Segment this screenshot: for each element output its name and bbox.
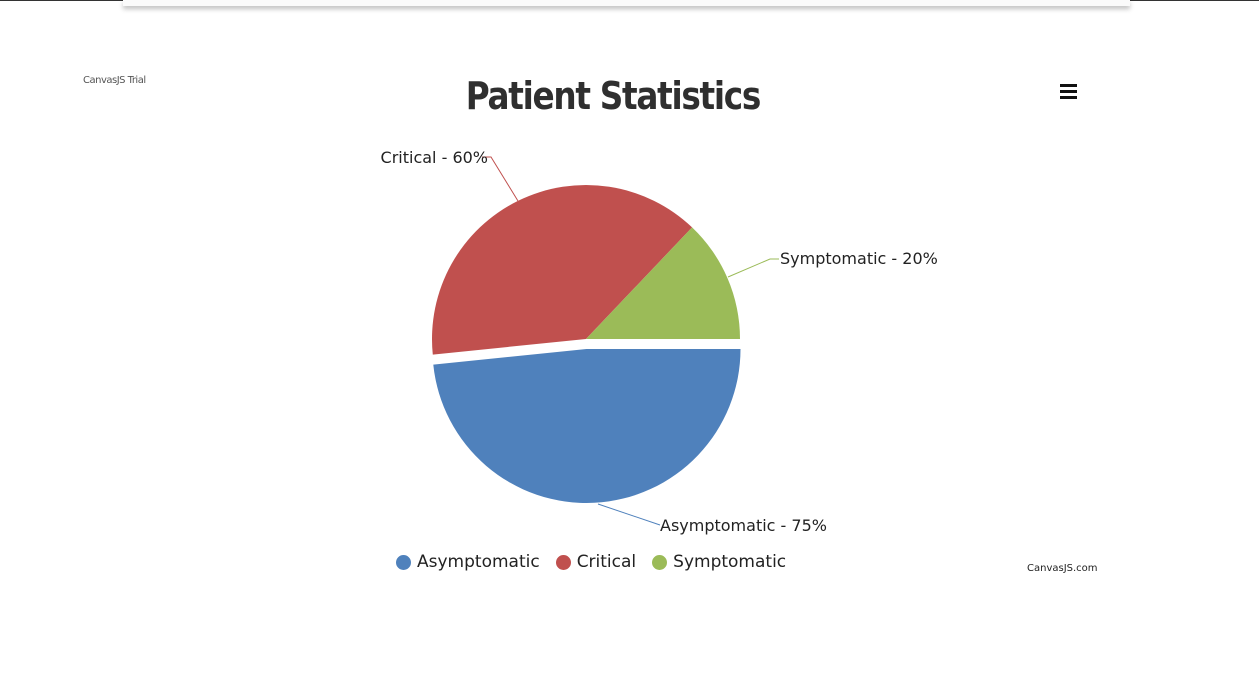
connector-line-symptomatic (727, 258, 779, 278)
legend-marker-asymptomatic (396, 554, 411, 570)
pie-slice-symptomatic[interactable] (586, 227, 740, 339)
legend-item-symptomatic[interactable]: Symptomatic (652, 552, 786, 572)
hamburger-menu-icon[interactable] (1052, 78, 1084, 106)
connector-line-asymptomatic (597, 503, 661, 526)
top-bar (123, 0, 1130, 6)
pie-slice-asymptomatic[interactable] (433, 348, 741, 503)
slice-label-asymptomatic: Asymptomatic - 75% (660, 516, 827, 535)
legend-item-critical[interactable]: Critical (555, 552, 637, 572)
chart-legend: Asymptomatic Critical Symptomatic (396, 552, 802, 572)
canvasjs-trial-watermark: CanvasJS Trial (83, 75, 146, 86)
legend-label-symptomatic: Symptomatic (673, 552, 787, 572)
connector-line-critical (482, 156, 519, 202)
slice-label-symptomatic: Symptomatic - 20% (780, 249, 938, 268)
legend-item-asymptomatic[interactable]: Asymptomatic (396, 552, 540, 572)
legend-marker-critical (555, 554, 571, 570)
legend-label-asymptomatic: Asymptomatic (417, 552, 540, 572)
pie-slice-critical[interactable] (432, 185, 693, 355)
canvasjs-credit-link[interactable]: CanvasJS.com (1027, 563, 1098, 574)
legend-marker-symptomatic (652, 554, 668, 570)
legend-label-critical: Critical (576, 552, 637, 572)
slice-label-critical: Critical - 60% (381, 148, 488, 167)
